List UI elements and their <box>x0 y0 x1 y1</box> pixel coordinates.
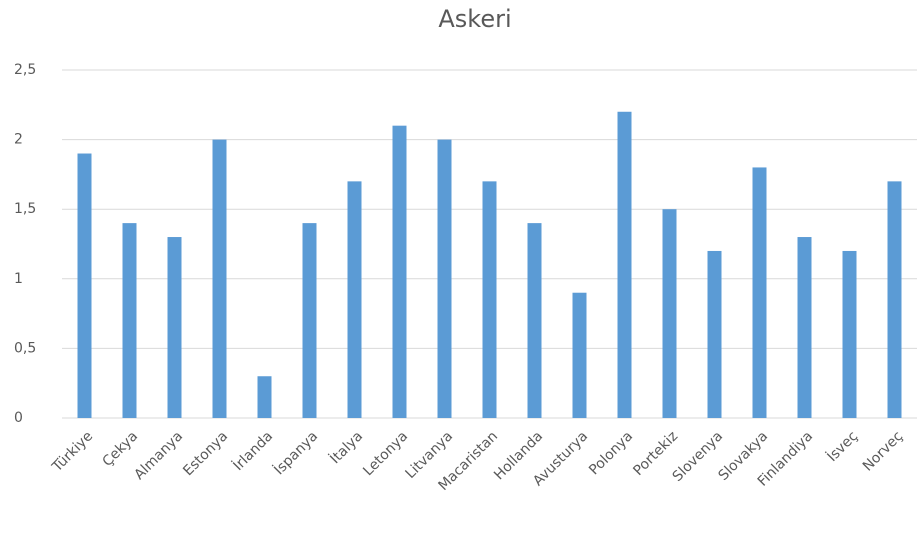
x-tick-label: İsveç <box>823 427 861 465</box>
bar <box>572 292 587 418</box>
y-tick-label: 2,5 <box>14 62 36 78</box>
bar <box>302 223 317 418</box>
bar <box>482 181 497 418</box>
y-tick-label: 1 <box>14 271 23 287</box>
bar <box>842 250 857 418</box>
x-tick-label: İspanya <box>270 427 321 478</box>
bar <box>527 223 542 418</box>
chart-title: Askeri <box>438 5 511 33</box>
bar <box>77 153 92 418</box>
x-tick-label: Almanya <box>131 428 186 483</box>
y-tick-label: 1,5 <box>14 201 36 217</box>
x-tick-label: İrlanda <box>229 427 276 474</box>
x-tick-label: Türkiye <box>49 428 96 475</box>
bar <box>122 223 137 418</box>
bar <box>167 237 182 418</box>
x-tick-label: Polonya <box>586 428 636 478</box>
bar <box>887 181 902 418</box>
bar <box>437 139 452 418</box>
bar <box>347 181 362 418</box>
x-tick-label: Norveç <box>860 428 906 474</box>
y-tick-label: 0 <box>14 410 23 426</box>
y-tick-label: 2 <box>14 132 23 148</box>
bar <box>392 125 407 419</box>
bar <box>797 237 812 418</box>
bar <box>662 209 677 418</box>
bar <box>257 376 272 418</box>
y-tick-label: 0,5 <box>14 340 36 356</box>
x-tick-label: Çekya <box>100 428 142 470</box>
bar <box>752 167 767 418</box>
bar <box>617 111 632 418</box>
x-tick-label: Estonya <box>180 428 231 479</box>
x-tick-label: İtalya <box>326 427 366 467</box>
bar <box>212 139 227 418</box>
bar <box>707 250 722 418</box>
